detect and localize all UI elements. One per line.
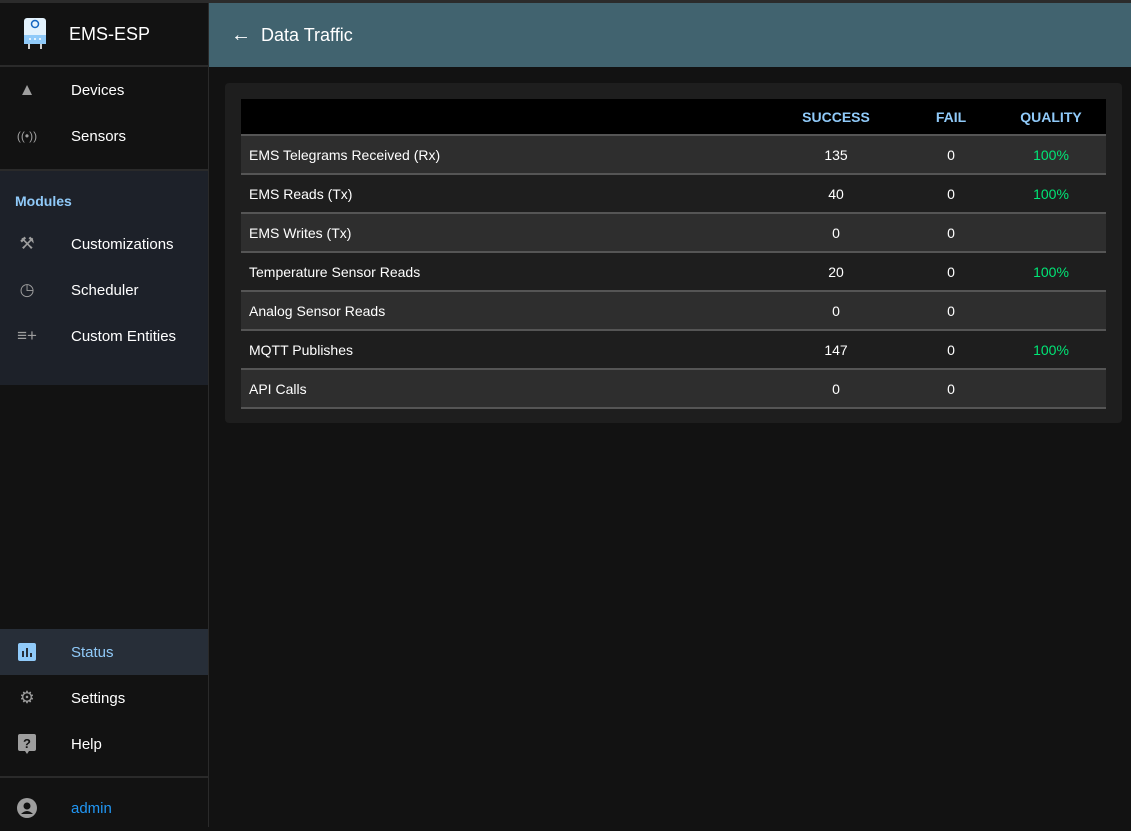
arrow-left-icon[interactable]: ← [231, 23, 251, 46]
sidebar-divider [0, 776, 208, 778]
sidebar-item-devices[interactable]: ▲ Devices [0, 67, 208, 113]
sidebar-item-custom-entities[interactable]: ≡+ Custom Entities [0, 313, 208, 359]
playlist-add-icon: ≡+ [17, 326, 37, 345]
row-fail: 0 [906, 135, 996, 175]
row-fail: 0 [906, 330, 996, 370]
table-row: MQTT Publishes 147 0 100% [241, 330, 1106, 370]
row-success: 135 [766, 135, 906, 175]
sidebar-item-label: Status [71, 643, 114, 661]
row-fail: 0 [906, 369, 996, 409]
row-quality: 100% [996, 174, 1106, 214]
gear-icon: ⚙ [19, 688, 35, 707]
shapes-icon: ▲ [18, 80, 36, 99]
row-fail: 0 [906, 174, 996, 214]
row-quality: 100% [996, 252, 1106, 292]
row-quality [996, 291, 1106, 331]
sidebar-item-sensors[interactable]: ((•)) Sensors [0, 113, 208, 159]
row-name: EMS Telegrams Received (Rx) [241, 135, 766, 175]
sidebar: EMS-ESP ▲ Devices ((•)) Sensors Modules ⚒ C… [0, 3, 209, 827]
app-bar: ← Data Traffic [209, 3, 1131, 67]
row-name: MQTT Publishes [241, 330, 766, 370]
help-icon: ? [16, 734, 38, 754]
sidebar-item-label: Customizations [71, 235, 174, 253]
row-quality [996, 369, 1106, 409]
row-name: EMS Reads (Tx) [241, 174, 766, 214]
table-row: EMS Reads (Tx) 40 0 100% [241, 174, 1106, 214]
row-success: 147 [766, 330, 906, 370]
page-title: Data Traffic [261, 24, 353, 45]
row-quality: 100% [996, 135, 1106, 175]
row-fail: 0 [906, 291, 996, 331]
window-top-border [0, 0, 1131, 3]
table-row: EMS Telegrams Received (Rx) 135 0 100% [241, 135, 1106, 175]
modules-section: Modules ⚒ Customizations ◷ Scheduler ≡+ Cus… [0, 169, 208, 385]
table-row: Temperature Sensor Reads 20 0 100% [241, 252, 1106, 292]
sidebar-item-label: Sensors [71, 127, 127, 145]
row-success: 20 [766, 252, 906, 292]
table-row: Analog Sensor Reads 0 0 [241, 291, 1106, 331]
column-header-success[interactable]: SUCCESS [766, 99, 906, 136]
row-success: 40 [766, 174, 906, 214]
table-row: EMS Writes (Tx) 0 0 [241, 213, 1106, 253]
tools-icon: ⚒ [19, 234, 35, 253]
row-success: 0 [766, 213, 906, 253]
sidebar-item-settings[interactable]: ⚙ Settings [0, 675, 208, 721]
row-fail: 0 [906, 252, 996, 292]
account-circle-icon [16, 798, 38, 818]
sidebar-item-label: Settings [71, 689, 126, 707]
boiler-logo-icon [22, 17, 48, 51]
more-time-icon: ◷ [19, 280, 35, 299]
sidebar-item-help[interactable]: ? Help [0, 721, 208, 767]
sidebar-item-label: Custom Entities [71, 327, 177, 345]
modules-title: Modules [15, 193, 72, 209]
column-header-name [241, 99, 766, 136]
sidebar-item-scheduler[interactable]: ◷ Scheduler [0, 267, 208, 313]
sidebar-item-status[interactable]: Status [0, 629, 208, 675]
row-name: API Calls [241, 369, 766, 409]
row-success: 0 [766, 291, 906, 331]
sensors-icon: ((•)) [16, 129, 38, 143]
data-traffic-panel: SUCCESS FAIL QUALITY EMS Telegrams Recei… [225, 83, 1122, 423]
row-name: EMS Writes (Tx) [241, 213, 766, 253]
row-name: Temperature Sensor Reads [241, 252, 766, 292]
user-name: admin [71, 799, 112, 817]
sidebar-item-label: Devices [71, 81, 125, 99]
column-header-fail[interactable]: FAIL [906, 99, 996, 136]
row-quality [996, 213, 1106, 253]
bar-chart-icon [16, 643, 38, 661]
row-name: Analog Sensor Reads [241, 291, 766, 331]
table-row: API Calls 0 0 [241, 369, 1106, 409]
sidebar-item-customizations[interactable]: ⚒ Customizations [0, 221, 208, 267]
brand: EMS-ESP [0, 3, 208, 67]
app-title: EMS-ESP [69, 23, 151, 44]
sidebar-item-label: Help [71, 735, 102, 753]
user-menu[interactable]: admin [0, 785, 208, 831]
row-quality: 100% [996, 330, 1106, 370]
column-header-quality[interactable]: QUALITY [996, 99, 1106, 136]
svg-text:?: ? [23, 736, 31, 751]
row-fail: 0 [906, 213, 996, 253]
table-header-row: SUCCESS FAIL QUALITY [241, 99, 1106, 136]
sidebar-item-label: Scheduler [71, 281, 139, 299]
row-success: 0 [766, 369, 906, 409]
data-traffic-table: SUCCESS FAIL QUALITY EMS Telegrams Recei… [241, 99, 1106, 409]
